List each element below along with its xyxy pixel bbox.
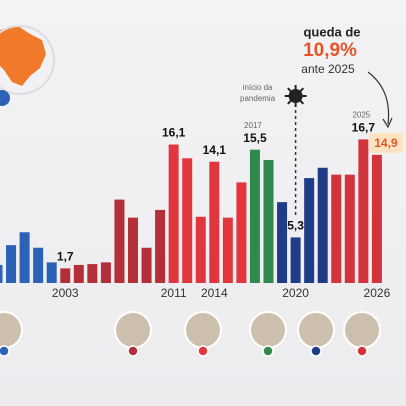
map-dot: [0, 90, 10, 106]
value-label: 14,9: [374, 136, 398, 150]
value-label: 16,1: [162, 126, 186, 140]
bar: [304, 178, 315, 283]
photo: [297, 311, 335, 349]
x-tick-label: 2026: [364, 286, 391, 300]
photo-dot: [310, 345, 322, 357]
x-tick-label: 2020: [282, 286, 309, 300]
bar: [60, 268, 71, 283]
bar: [46, 262, 57, 283]
value-label: 16,7: [352, 121, 376, 135]
bar: [100, 262, 111, 283]
bar: [222, 217, 233, 283]
value-label: 1,7: [57, 250, 74, 264]
callout-line1: queda de: [303, 24, 360, 39]
photo: [184, 311, 222, 349]
bar: [277, 202, 288, 283]
bar: [182, 158, 193, 283]
bar: [236, 182, 247, 283]
bar: [33, 247, 44, 283]
x-tick-label: 2003: [52, 286, 79, 300]
bar-annotation: 2017: [244, 121, 262, 130]
value-label: 5,3: [287, 219, 304, 233]
bar: [128, 217, 138, 283]
label-box: [368, 132, 403, 153]
value-label: 15,5: [243, 131, 267, 145]
photo-dot: [127, 345, 139, 357]
bar: [195, 216, 206, 283]
value-label: 14,1: [203, 143, 227, 157]
president-photos: [0, 311, 381, 357]
callout-arrowhead: [382, 117, 393, 129]
bar: [87, 264, 98, 283]
bar: [371, 154, 382, 283]
map-shape: [0, 26, 46, 86]
photo-dot: [0, 345, 10, 357]
bar: [141, 247, 152, 283]
bar: [344, 174, 355, 283]
bar: [358, 139, 369, 283]
bar: [0, 264, 3, 283]
photo: [343, 311, 381, 349]
bar: [6, 245, 17, 283]
callout-line2: 10,9%: [303, 40, 357, 61]
x-tick-label: 2011: [161, 286, 187, 300]
bar: [249, 149, 260, 283]
bar: [263, 160, 274, 283]
pandemic-note: início da: [243, 83, 273, 92]
pandemic-note: pandemia: [240, 94, 276, 103]
photo-dot: [356, 345, 368, 357]
bar: [290, 237, 301, 283]
bar: [209, 161, 220, 283]
bar: [114, 199, 125, 283]
photo: [114, 311, 152, 349]
bar-annotation: 2025: [352, 110, 370, 119]
x-tick-label: 2014: [201, 286, 228, 300]
photo: [249, 311, 287, 349]
bar: [331, 174, 342, 283]
bar: [317, 167, 328, 283]
bar: [19, 232, 30, 283]
virus-icon: [288, 89, 303, 103]
bar: [73, 264, 84, 283]
bar: [168, 144, 179, 283]
callout-arrow: [367, 71, 390, 125]
photo-dot: [197, 345, 209, 357]
callout-line3: ante 2025: [301, 62, 355, 76]
map-ring: [0, 25, 55, 95]
photo-dot: [262, 345, 274, 357]
bar: [155, 209, 166, 283]
photo: [0, 311, 23, 349]
